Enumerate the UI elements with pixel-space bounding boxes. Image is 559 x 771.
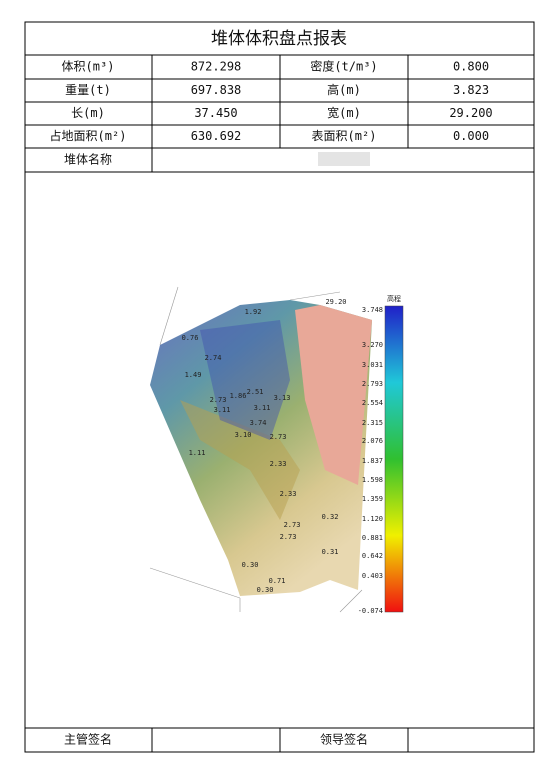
table-cell: 密度(t/m³) xyxy=(310,59,377,74)
colorbar-labels: 3.748 3.270 3.031 2.793 2.554 2.315 2.076 1.837… xyxy=(358,306,383,615)
colorbar-label: 3.270 xyxy=(362,341,383,349)
table-cell: 3.823 xyxy=(453,83,489,97)
contour-label: 2.73 xyxy=(270,433,287,441)
colorbar-label: 2.315 xyxy=(362,419,383,427)
table-grid xyxy=(24,21,535,753)
table-cell: 29.200 xyxy=(449,106,492,120)
table-cell: 宽(m) xyxy=(327,105,361,120)
contour-label: 3.13 xyxy=(274,394,291,402)
table-body: 体积(m³) 872.298 密度(t/m³) 0.800 重量(t) 697.838 高(… xyxy=(50,59,493,144)
terrain-image xyxy=(149,286,404,613)
table-cell: 体积(m³) xyxy=(62,60,115,74)
colorbar-label: 0.642 xyxy=(362,552,383,560)
table-cell: 697.838 xyxy=(191,83,242,97)
contour-label: 0.31 xyxy=(322,548,339,556)
contour-label: 2.73 xyxy=(210,396,227,404)
contour-label: 1.92 xyxy=(245,308,262,316)
table-cell: 0.000 xyxy=(453,129,489,143)
colorbar-label: 2.076 xyxy=(362,437,383,445)
contour-label: 1.49 xyxy=(185,371,202,379)
table-cell: 占地面积(m²) xyxy=(50,128,127,143)
colorbar-label: 3.748 xyxy=(362,306,383,314)
colorbar-label: 1.598 xyxy=(362,476,383,484)
table-cell: 表面积(m²) xyxy=(312,129,377,143)
colorbar-label: 1.837 xyxy=(362,457,383,465)
blurred-name xyxy=(318,152,370,166)
colorbar-label: 1.359 xyxy=(362,495,383,503)
colorbar-label: 3.031 xyxy=(362,361,383,369)
contour-label: 1.11 xyxy=(189,449,206,457)
contour-label: 0.76 xyxy=(182,334,199,342)
contour-label: 1.86 xyxy=(230,392,247,400)
contour-label: 0.71 xyxy=(269,577,286,585)
colorbar-label: 2.793 xyxy=(362,380,383,388)
table-cell: 长(m) xyxy=(71,106,105,120)
contour-labels: 1.920.762.741.492.511.862.733.113.133.11… xyxy=(182,308,339,594)
table-cell: 0.800 xyxy=(453,60,489,74)
contour-label: 3.11 xyxy=(254,404,271,412)
colorbar-title: 高程 xyxy=(387,294,401,303)
axis-label: 29.20 xyxy=(325,298,346,306)
contour-label: 2.33 xyxy=(280,490,297,498)
contour-label: 3.11 xyxy=(214,406,231,414)
table-cell: 重量(t) xyxy=(65,83,111,97)
footer-label: 领导签名 xyxy=(320,732,368,747)
table-cell: 37.450 xyxy=(194,106,237,120)
contour-label: 2.73 xyxy=(280,533,297,541)
contour-label: 0.30 xyxy=(242,561,259,569)
colorbar-label: -0.074 xyxy=(358,607,383,615)
contour-label: 3.74 xyxy=(250,419,267,427)
table-cell: 630.692 xyxy=(191,129,242,143)
contour-label: 0.32 xyxy=(322,513,339,521)
contour-label: 3.10 xyxy=(235,431,252,439)
contour-label: 2.33 xyxy=(270,460,287,468)
contour-label: 0.30 xyxy=(257,586,274,594)
colorbar-label: 0.881 xyxy=(362,534,383,542)
colorbar-label: 1.120 xyxy=(362,515,383,523)
colorbar-label: 0.403 xyxy=(362,572,383,580)
name-label: 堆体名称 xyxy=(64,152,112,167)
table-cell: 高(m) xyxy=(327,82,361,97)
table-cell: 872.298 xyxy=(191,60,242,74)
contour-label: 2.74 xyxy=(205,354,222,362)
footer-label: 主管签名 xyxy=(64,732,112,747)
contour-label: 2.73 xyxy=(284,521,301,529)
colorbar-label: 2.554 xyxy=(362,399,383,407)
title: 堆体体积盘点报表 xyxy=(211,29,347,49)
contour-label: 2.51 xyxy=(247,388,264,396)
image-labels: 高程 29.20 xyxy=(325,294,401,306)
